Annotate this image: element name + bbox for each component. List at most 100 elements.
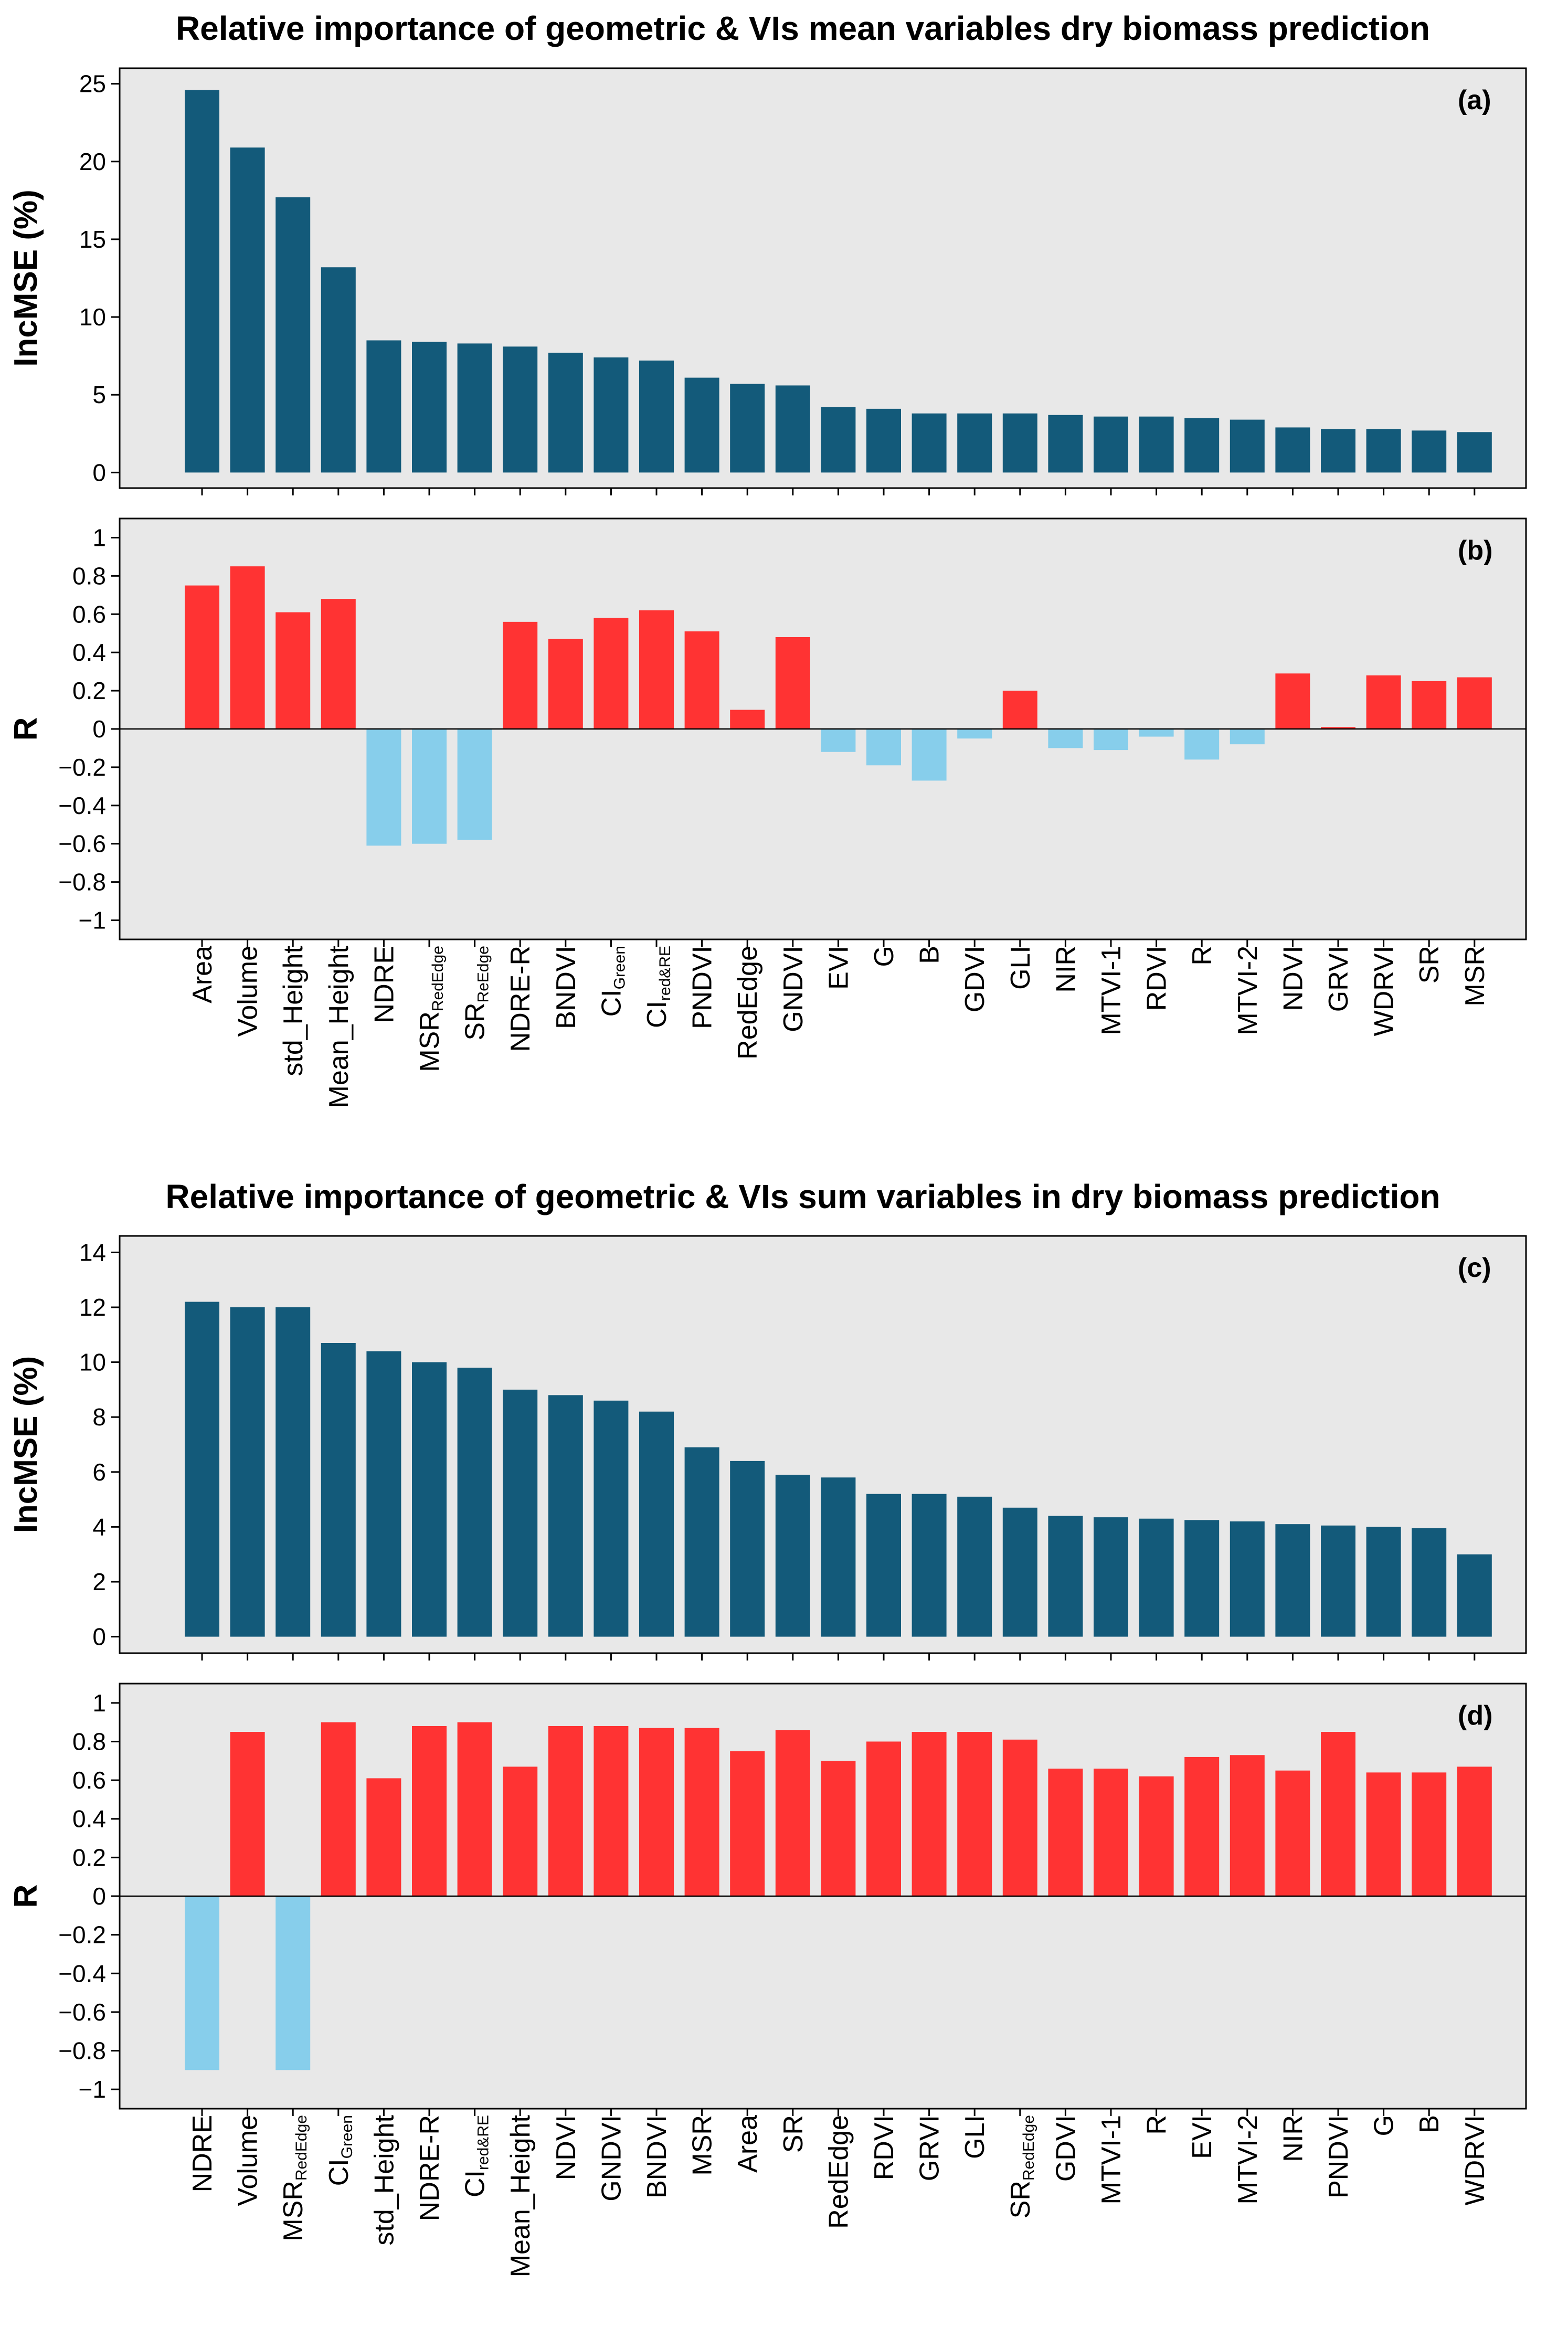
bar-a [775, 385, 810, 473]
bar-b [1002, 691, 1037, 729]
category-label: NDVI [551, 2115, 581, 2180]
bar-a [639, 361, 674, 473]
bar-d [730, 1751, 765, 1896]
ytick-label-d: 1 [92, 1689, 106, 1717]
ytick-label-b: 0.6 [72, 600, 106, 628]
category-label: GDVI [960, 946, 990, 1012]
bar-d [366, 1778, 401, 1896]
bar-a [548, 353, 583, 473]
bar-a [1321, 429, 1355, 473]
bar-a [912, 413, 947, 473]
ytick-label-d: −0.2 [58, 1921, 106, 1949]
bar-b [1275, 673, 1310, 729]
bar-c [1457, 1554, 1492, 1637]
category-label: B [915, 946, 945, 964]
bar-b [730, 710, 765, 729]
bar-c [1002, 1507, 1037, 1637]
bar-d [1412, 1772, 1447, 1896]
category-label: SRReEdge [460, 946, 492, 1041]
ytick-label-d: −0.8 [58, 2037, 106, 2065]
category-label: std_Height [278, 945, 309, 1076]
bar-a [866, 408, 901, 473]
bar-b [912, 729, 947, 781]
bar-c [457, 1368, 492, 1637]
bar-d [503, 1767, 538, 1896]
category-label: R [1142, 2115, 1172, 2135]
bar-a [1412, 430, 1447, 473]
ytick-label-a: 0 [92, 459, 106, 486]
bar-a [1457, 432, 1492, 473]
bar-a [1230, 419, 1265, 473]
bar-d [1184, 1757, 1220, 1896]
category-label: MTVI-2 [1233, 2115, 1263, 2204]
bar-d [1366, 1772, 1401, 1896]
bar-a [730, 384, 765, 473]
bar-b [1366, 675, 1401, 729]
ytick-label-c: 2 [92, 1568, 106, 1595]
ytick-label-b: −1 [79, 907, 106, 934]
ytick-label-d: −1 [79, 2076, 106, 2103]
category-label: EVI [823, 946, 854, 990]
bar-c [730, 1461, 765, 1637]
bar-c [594, 1400, 629, 1637]
bar-c [1412, 1528, 1447, 1637]
bar-b [1457, 677, 1492, 729]
ylabel-c: IncMSE (%) [8, 1356, 44, 1533]
bar-a [684, 377, 719, 473]
category-label: MSR [1460, 946, 1490, 1007]
bar-b [1094, 729, 1128, 750]
category-label: Area [733, 2115, 763, 2173]
ytick-label-a: 5 [92, 381, 106, 408]
bar-c [1275, 1524, 1310, 1637]
category-label: Mean_Height [324, 945, 354, 1108]
bar-a [503, 346, 538, 473]
category-label: GLI [1005, 946, 1036, 990]
bar-a [412, 342, 447, 473]
category-label: WDRVI [1460, 2115, 1490, 2205]
panel-label-a: (a) [1458, 85, 1491, 115]
category-label: EVI [1187, 2115, 1217, 2159]
ytick-label-d: 0.2 [72, 1844, 106, 1871]
ylabel-d: R [8, 1885, 44, 1908]
ytick-label-b: 1 [92, 524, 106, 551]
bar-b [1139, 729, 1174, 737]
bar-d [957, 1732, 992, 1896]
category-label: GRVI [915, 2115, 945, 2181]
category-label: NIR [1051, 946, 1081, 993]
bar-a [1048, 415, 1083, 473]
ylabel-a: IncMSE (%) [8, 189, 44, 367]
category-label: Area [187, 946, 218, 1003]
category-label: Volume [233, 946, 263, 1036]
bar-b [594, 618, 629, 729]
category-label: SR [778, 2115, 809, 2153]
category-label: CIGreen [324, 2115, 356, 2186]
category-label: NDRE-R [415, 2115, 445, 2221]
category-label: SR [1414, 946, 1445, 983]
ytick-label-b: 0.2 [72, 677, 106, 704]
panel-label-b: (b) [1458, 535, 1492, 566]
bar-b [1184, 729, 1220, 760]
bar-d [1457, 1767, 1492, 1896]
ytick-label-b: 0.4 [72, 639, 106, 666]
bar-d [639, 1728, 674, 1896]
bar-b [1321, 727, 1355, 729]
ytick-label-c: 10 [79, 1349, 106, 1376]
panel-d: −1 −0.8 −0.6 −0.4 −0.2 0 0.2 0.4 0.6 0.8 1 R (d) [8, 1683, 1527, 2116]
ytick-label-b: 0 [92, 715, 106, 743]
bar-c [1048, 1516, 1083, 1637]
bar-a [1275, 427, 1310, 473]
bar-d [412, 1726, 447, 1896]
panel-c: 0 2 4 6 8 10 12 14 IncMSE (%) (c) [8, 1235, 1527, 1660]
category-label: MSRRedEdge [278, 2115, 310, 2241]
bar-a [1094, 416, 1128, 473]
panel-a: 0 5 10 15 20 25 IncMSE (%) (a) [8, 67, 1527, 495]
category-label: NDRE [187, 2115, 218, 2192]
bar-b [866, 729, 901, 766]
category-label: CIGreen [596, 946, 628, 1017]
category-label: MTVI-1 [1096, 2115, 1127, 2204]
bar-c [866, 1494, 901, 1637]
category-labels-a: Area Volume std_Height Mean_Height NDREMSRRe… [187, 945, 1490, 1108]
bar-c [276, 1307, 311, 1637]
bar-c [230, 1307, 265, 1637]
